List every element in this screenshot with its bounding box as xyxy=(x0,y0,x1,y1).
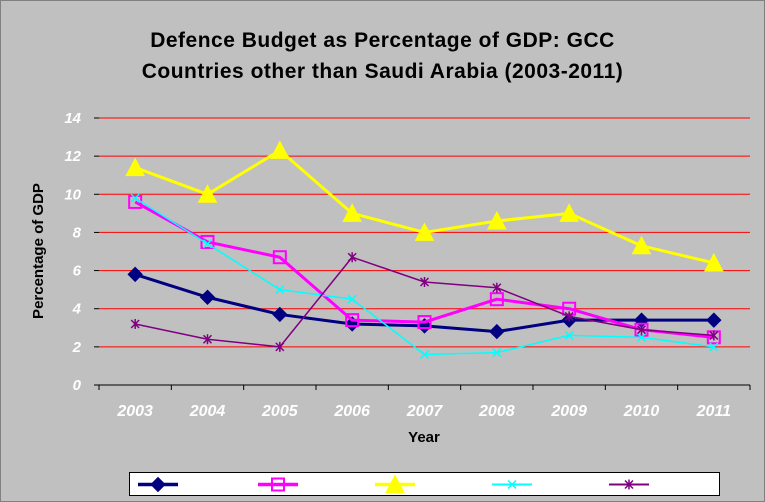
data-point-uae xyxy=(130,318,140,329)
legend-item-qatar: Qatar xyxy=(492,477,582,494)
data-point-uae xyxy=(709,330,719,341)
data-point-bahrain xyxy=(706,312,722,328)
legend-marker-kuwait xyxy=(271,477,285,492)
x-tick-label: 2008 xyxy=(478,403,515,420)
legend-label-kuwait: Kuwait xyxy=(304,477,359,494)
y-tick-label: 8 xyxy=(73,224,82,241)
legend-item-bahrain: Bahrain xyxy=(138,476,247,494)
legend-label-qatar: Qatar xyxy=(538,477,582,494)
data-point-qatar xyxy=(275,285,285,295)
legend-item-oman: Oman xyxy=(375,474,468,494)
plot-area xyxy=(99,118,750,385)
data-point-qatar xyxy=(709,342,719,352)
legend-marker-bahrain xyxy=(150,476,166,493)
data-point-qatar xyxy=(492,348,502,358)
data-point-uae xyxy=(347,252,357,263)
chart-title: Defence Budget as Percentage of GDP: GCC… xyxy=(1,25,764,87)
data-point-uae xyxy=(202,334,213,345)
chart-title-line-2: Countries other than Saudi Arabia (2003-… xyxy=(141,60,624,83)
y-axis-ticks: 0 2 4 6 8 10 12 14 xyxy=(64,110,99,394)
data-point-bahrain xyxy=(199,289,216,305)
data-point-oman xyxy=(125,157,145,177)
legend: Bahrain Kuwait Oman Qatar UAE xyxy=(129,472,720,496)
data-point-bahrain xyxy=(127,266,143,283)
data-point-uae xyxy=(275,341,285,352)
y-tick-label: 12 xyxy=(64,148,81,165)
data-point-oman xyxy=(704,252,724,272)
x-tick-label: 2010 xyxy=(623,403,660,420)
chart-title-line-1: Defence Budget as Percentage of GDP: GCC xyxy=(150,29,615,52)
x-tick-label: 2009 xyxy=(550,403,587,420)
data-point-kuwait xyxy=(489,292,504,307)
y-tick-label: 6 xyxy=(73,263,82,280)
data-point-qatar xyxy=(130,193,140,203)
x-axis-ticks: 2003 2004 2005 2006 2007 2008 2009 2010 2011 xyxy=(98,385,751,420)
data-point-bahrain xyxy=(489,323,505,340)
x-tick-label: 2011 xyxy=(696,403,732,420)
gridlines xyxy=(99,117,750,348)
data-point-kuwait xyxy=(345,313,360,328)
series-kuwait xyxy=(128,194,721,345)
series-oman xyxy=(125,140,724,272)
data-point-qatar xyxy=(636,332,647,342)
legend-label-uae: UAE xyxy=(655,477,690,494)
data-point-qatar xyxy=(419,349,430,360)
data-point-bahrain xyxy=(272,306,288,323)
legend-marker-qatar xyxy=(507,479,517,490)
legend-marker-oman xyxy=(385,474,405,493)
x-tick-label: 2004 xyxy=(189,403,226,420)
data-point-oman xyxy=(197,184,218,203)
data-point-qatar xyxy=(202,239,213,249)
legend-label-oman: Oman xyxy=(421,477,468,494)
data-point-kuwait xyxy=(272,250,287,265)
x-tick-label: 2005 xyxy=(261,403,299,420)
data-point-uae xyxy=(564,311,574,322)
y-tick-label: 2 xyxy=(72,339,82,356)
series-line-kuwait xyxy=(134,200,714,339)
data-point-oman xyxy=(487,210,507,230)
x-tick-label: 2006 xyxy=(333,403,370,420)
data-point-uae xyxy=(492,282,502,293)
legend-item-kuwait: Kuwait xyxy=(258,477,359,494)
y-tick-label: 14 xyxy=(64,110,81,127)
series-qatar xyxy=(130,193,719,360)
y-tick-label: 0 xyxy=(73,377,82,394)
data-point-oman xyxy=(342,203,362,222)
legend-label-bahrain: Bahrain xyxy=(184,477,247,494)
data-point-kuwait xyxy=(200,234,215,249)
data-point-qatar xyxy=(564,330,574,340)
y-axis-title: Percentage of GDP xyxy=(30,183,47,319)
y-tick-label: 10 xyxy=(64,186,81,203)
data-point-oman xyxy=(559,203,579,222)
y-tick-label: 4 xyxy=(72,301,82,318)
legend-svg: Bahrain Kuwait Oman Qatar UAE xyxy=(138,474,690,494)
x-tick-label: 2007 xyxy=(406,403,444,420)
series-uae xyxy=(130,252,719,352)
data-point-qatar xyxy=(347,294,357,304)
data-point-oman xyxy=(414,222,435,241)
data-point-oman xyxy=(631,235,652,255)
legend-item-uae: UAE xyxy=(609,477,690,494)
x-tick-label: 2003 xyxy=(116,403,153,420)
legend-marker-uae xyxy=(624,479,634,490)
data-point-uae xyxy=(419,277,430,288)
data-point-kuwait xyxy=(417,315,432,330)
series-group xyxy=(125,140,724,360)
data-point-oman xyxy=(270,140,290,159)
data-point-uae xyxy=(636,324,647,335)
x-axis-title: Year xyxy=(408,429,440,446)
